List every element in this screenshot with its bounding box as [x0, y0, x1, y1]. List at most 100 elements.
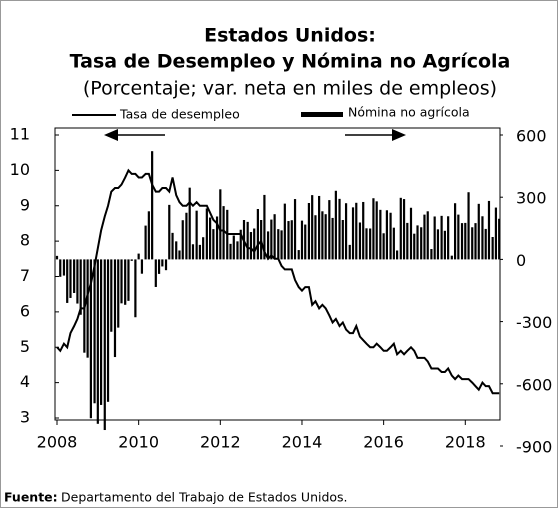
bar	[191, 244, 195, 260]
bar	[89, 259, 92, 419]
line	[56, 168, 500, 395]
bar	[137, 253, 140, 260]
bar	[161, 259, 164, 267]
bar	[433, 216, 436, 260]
bar	[130, 259, 133, 261]
bar	[270, 219, 273, 260]
x-tick-label: 2010	[118, 433, 159, 452]
bar	[73, 259, 76, 293]
bar	[416, 225, 419, 260]
bar	[59, 259, 62, 277]
bar	[157, 259, 161, 274]
legend-label: Tasa de desempleo	[119, 107, 240, 122]
bar	[423, 214, 426, 260]
bar	[338, 198, 341, 260]
chart-title: Estados Unidos:	[204, 25, 376, 47]
plot-frame	[54, 127, 501, 421]
bar	[232, 235, 235, 260]
bar	[464, 222, 467, 260]
bar	[447, 216, 450, 260]
bar	[110, 259, 113, 332]
legend-bar	[301, 112, 343, 117]
bar	[484, 228, 487, 260]
y2-tick-label: 300	[516, 189, 547, 208]
bar	[304, 224, 307, 260]
bar	[283, 203, 286, 260]
y2-tick-label: 0	[516, 251, 526, 270]
bar	[351, 207, 355, 260]
y-tick-label: 6	[20, 301, 30, 320]
y-tick-label: 4	[20, 372, 30, 391]
bar	[413, 233, 416, 260]
bar	[457, 214, 460, 260]
bar	[477, 203, 480, 260]
bar	[212, 229, 215, 260]
bar	[106, 259, 110, 402]
bar	[55, 255, 59, 260]
y2-tick-label: -300	[516, 313, 552, 332]
bar	[202, 237, 205, 260]
source: Departamento del Trabajo de Estados Unid…	[61, 490, 348, 505]
bar	[389, 212, 392, 260]
bar	[151, 151, 154, 260]
bar	[215, 216, 219, 260]
bar	[103, 259, 106, 431]
bar	[246, 221, 249, 260]
bar	[355, 202, 358, 260]
bar	[168, 204, 171, 260]
bar	[487, 200, 491, 260]
bar	[467, 192, 470, 260]
bar	[171, 232, 174, 260]
y2-tick-label: -600	[516, 375, 552, 394]
y-tick-label: 7	[20, 266, 30, 285]
bar	[127, 259, 130, 301]
bar	[372, 198, 375, 260]
bar	[219, 189, 222, 260]
bar	[266, 231, 270, 260]
bar	[399, 197, 402, 260]
bar	[195, 210, 198, 260]
bar	[471, 227, 474, 260]
bar	[491, 237, 494, 260]
bar	[144, 225, 147, 260]
bar	[362, 201, 365, 260]
bar	[178, 250, 181, 260]
bar	[185, 212, 188, 260]
bar	[256, 209, 259, 260]
legend-label: Nómina no agrícola	[348, 105, 470, 120]
bar	[334, 190, 337, 260]
bar	[205, 208, 208, 260]
x-tick-label: 2012	[200, 433, 241, 452]
chart-subtitle: Tasa de Desempleo y Nómina no Agrícola	[70, 51, 511, 73]
bar	[426, 211, 429, 260]
bar	[436, 229, 440, 260]
bar	[358, 222, 362, 260]
bar	[331, 217, 334, 260]
y2-tick-label: 600	[516, 127, 547, 146]
y-tick-label: 9	[20, 195, 30, 214]
y-tick-label: 5	[20, 337, 30, 356]
bar	[117, 259, 120, 328]
bar	[321, 211, 324, 260]
y-tick-label: 8	[20, 231, 30, 250]
bar	[379, 209, 382, 260]
bar	[236, 241, 239, 260]
bar	[113, 259, 117, 358]
arrow-left-head	[104, 129, 118, 141]
bar	[198, 244, 202, 260]
x-tick-label: 2014	[282, 433, 323, 452]
bar	[280, 230, 283, 260]
bar	[209, 217, 212, 260]
bar	[188, 187, 191, 260]
y-tick-label: 11	[10, 125, 30, 144]
bar	[263, 194, 266, 260]
y-tick-label: 10	[10, 160, 30, 179]
bar	[481, 216, 484, 260]
bar	[290, 220, 293, 260]
bar	[369, 228, 372, 260]
bar	[324, 214, 327, 260]
bar	[93, 259, 96, 404]
bar	[392, 227, 395, 260]
bar	[443, 230, 446, 260]
